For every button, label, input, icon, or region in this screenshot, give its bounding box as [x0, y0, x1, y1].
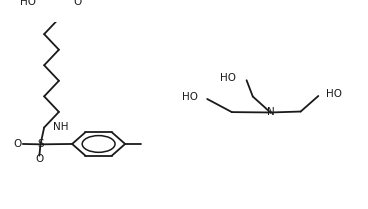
Text: HO: HO: [326, 89, 342, 99]
Text: NH: NH: [53, 122, 69, 132]
Text: HO: HO: [182, 92, 198, 102]
Text: O: O: [73, 0, 81, 7]
Text: O: O: [35, 154, 43, 164]
Text: N: N: [266, 107, 275, 117]
Text: HO: HO: [220, 73, 236, 83]
Text: S: S: [38, 139, 44, 149]
Text: O: O: [14, 139, 22, 149]
Text: HO: HO: [20, 0, 36, 7]
